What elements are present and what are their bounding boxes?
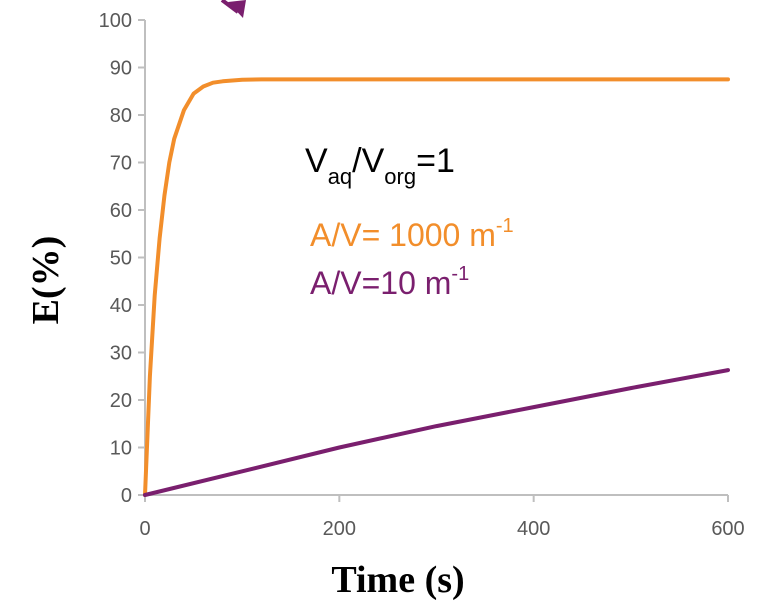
y-axis-ticks: 0 10 20 30 40 50 60 70 80 90 100 (99, 10, 145, 507)
series-layer (143, 77, 730, 497)
y-tick-label: 40 (110, 295, 132, 317)
y-tick-label: 90 (110, 58, 132, 80)
x-axis-title: Time (s) (331, 559, 464, 601)
purple-series-label: A/V=10 m-1 (310, 263, 469, 301)
x-axis-ticks: 0 200 400 600 (139, 495, 745, 540)
x-tick-label: 200 (323, 518, 356, 540)
y-tick-label: 50 (110, 248, 132, 270)
x-tick-label: 0 (139, 518, 150, 540)
y-tick-label: 80 (110, 105, 132, 127)
y-tick-label: 60 (110, 200, 132, 222)
y-tick-label: 70 (110, 153, 132, 175)
y-tick-label: 20 (110, 390, 132, 412)
y-axis-title: E(%) (25, 236, 67, 325)
ratio-label: Vaq/Vorg=1 (305, 142, 455, 189)
series-line-2 (143, 368, 730, 497)
arrow-icon (220, 0, 246, 18)
x-tick-label: 400 (517, 518, 550, 540)
y-tick-label: 0 (121, 485, 132, 507)
y-tick-label: 100 (99, 10, 132, 32)
orange-series-label: A/V= 1000 m-1 (310, 215, 514, 253)
series-line-1 (143, 77, 730, 497)
y-tick-label: 30 (110, 343, 132, 365)
y-tick-label: 10 (110, 438, 132, 460)
x-tick-label: 600 (711, 518, 744, 540)
